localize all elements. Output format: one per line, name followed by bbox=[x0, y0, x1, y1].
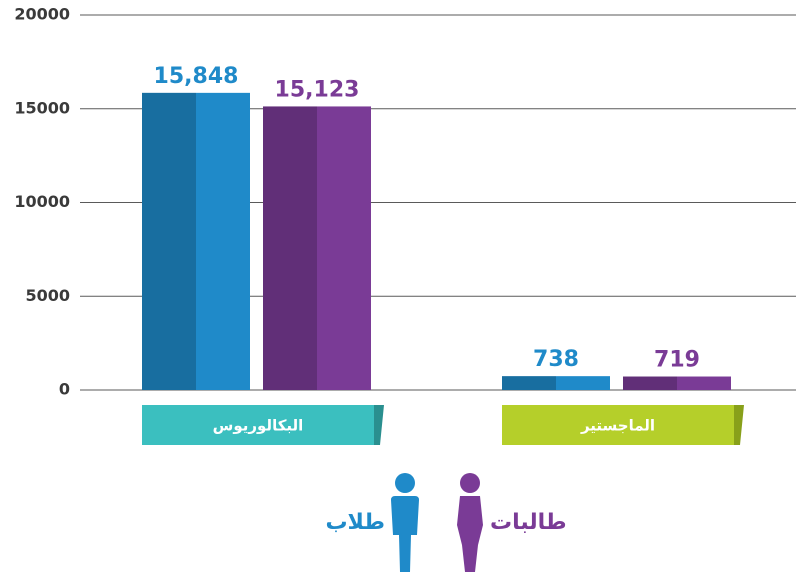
y-tick-label: 20000 bbox=[14, 5, 70, 24]
y-tick-label: 10000 bbox=[14, 192, 70, 211]
bar bbox=[263, 106, 371, 390]
legend-figure-head bbox=[395, 473, 415, 493]
bar-shade bbox=[502, 376, 556, 390]
y-tick-label: 5000 bbox=[25, 286, 70, 305]
category-fold bbox=[374, 405, 384, 445]
legend-figure-body bbox=[457, 496, 483, 572]
category-box bbox=[142, 405, 374, 445]
category-box bbox=[502, 405, 734, 445]
legend-label: طلاب bbox=[325, 510, 385, 535]
y-tick-label: 15000 bbox=[14, 98, 70, 117]
legend-figure-body bbox=[391, 496, 419, 572]
bar bbox=[623, 376, 731, 390]
legend-label: طالبات bbox=[490, 510, 567, 535]
x-tick-label: الماجستير bbox=[580, 417, 655, 435]
x-tick-label: البكالوريوس bbox=[213, 417, 304, 435]
value-label: 738 bbox=[533, 347, 579, 372]
bar bbox=[142, 92, 250, 390]
legend-figure-head bbox=[460, 473, 480, 493]
bar-shade bbox=[623, 376, 677, 390]
bar-shade bbox=[142, 92, 196, 390]
value-label: 15,848 bbox=[154, 64, 239, 89]
legend-item: طالبات bbox=[457, 473, 567, 572]
y-tick-label: 0 bbox=[59, 380, 70, 399]
bar bbox=[502, 376, 610, 390]
bar-shade bbox=[263, 106, 317, 390]
value-label: 719 bbox=[654, 348, 700, 373]
category-fold bbox=[734, 405, 744, 445]
legend-item: طلاب bbox=[325, 473, 419, 572]
value-label: 15,123 bbox=[275, 77, 360, 102]
